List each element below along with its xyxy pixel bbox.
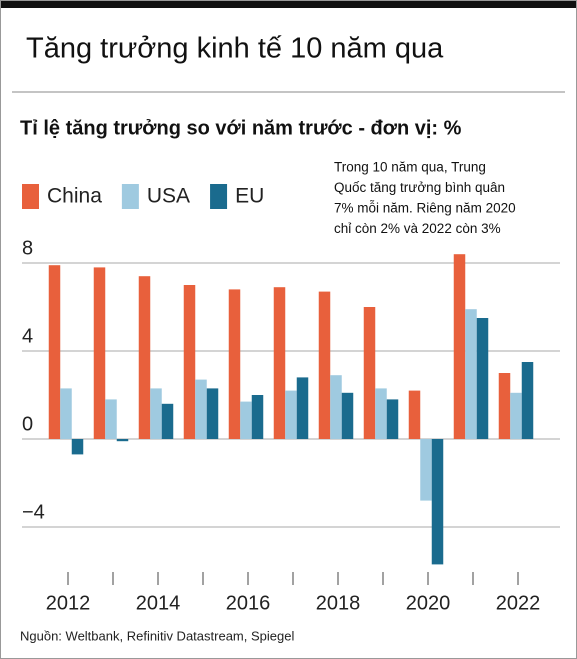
- x-tick-label: 2022: [496, 592, 541, 614]
- bar: [465, 309, 477, 439]
- bar: [285, 390, 297, 439]
- bar: [195, 379, 207, 439]
- bar: [105, 399, 117, 439]
- bar: [318, 291, 331, 439]
- bar: [240, 401, 252, 439]
- bar: [93, 267, 106, 439]
- legend-swatch: [210, 184, 228, 209]
- bar: [228, 289, 241, 439]
- chart-subtitle: Tỉ lệ tăng trưởng so với năm trước - đơn…: [20, 117, 462, 139]
- bar: [330, 375, 342, 439]
- bar: [453, 254, 466, 439]
- chart-title: Tăng trưởng kinh tế 10 năm qua: [26, 33, 444, 65]
- bar: [183, 285, 196, 439]
- legend-label: China: [47, 185, 102, 208]
- x-tick-label: 2018: [316, 592, 361, 614]
- x-tick-label: 2012: [46, 592, 91, 614]
- bar: [521, 362, 534, 439]
- bar: [363, 307, 376, 439]
- source: Nguồn: Weltbank, Refinitiv Datastream, S…: [20, 628, 294, 643]
- bar: [498, 373, 511, 439]
- x-tick-label: 2020: [406, 592, 451, 614]
- bar: [408, 390, 421, 439]
- bar: [386, 399, 399, 439]
- bar: [296, 377, 309, 439]
- bar: [138, 276, 151, 439]
- legend-swatch: [22, 184, 39, 209]
- bar: [251, 395, 264, 439]
- legend-label: USA: [147, 185, 190, 208]
- bar: [341, 392, 354, 439]
- y-tick-label: 4: [22, 325, 33, 347]
- annotation: Quốc tăng trưởng bình quân: [334, 180, 505, 195]
- y-tick-label: 0: [22, 413, 33, 435]
- bar: [510, 392, 522, 439]
- bar: [420, 439, 432, 501]
- bar: [161, 403, 174, 439]
- annotation: 7% mỗi năm. Riêng năm 2020: [334, 201, 516, 216]
- legend-swatch: [121, 184, 139, 209]
- bar: [273, 287, 286, 439]
- top-bar: [0, 0, 577, 8]
- annotation: chỉ còn 2% và 2022 còn 3%: [334, 221, 501, 236]
- annotation: Trong 10 năm qua, Trung: [334, 160, 486, 175]
- x-tick-label: 2014: [136, 592, 181, 614]
- legend-label: EU: [235, 185, 264, 208]
- bar: [71, 439, 84, 455]
- bar: [60, 388, 72, 439]
- x-tick-label: 2016: [226, 592, 271, 614]
- bar: [476, 318, 489, 439]
- y-tick-label: −4: [22, 501, 45, 523]
- bar: [48, 265, 61, 439]
- bar: [206, 388, 219, 439]
- bar: [150, 388, 162, 439]
- y-tick-label: 8: [22, 237, 33, 259]
- bar: [431, 439, 444, 565]
- bar: [375, 388, 387, 439]
- bar: [116, 439, 129, 442]
